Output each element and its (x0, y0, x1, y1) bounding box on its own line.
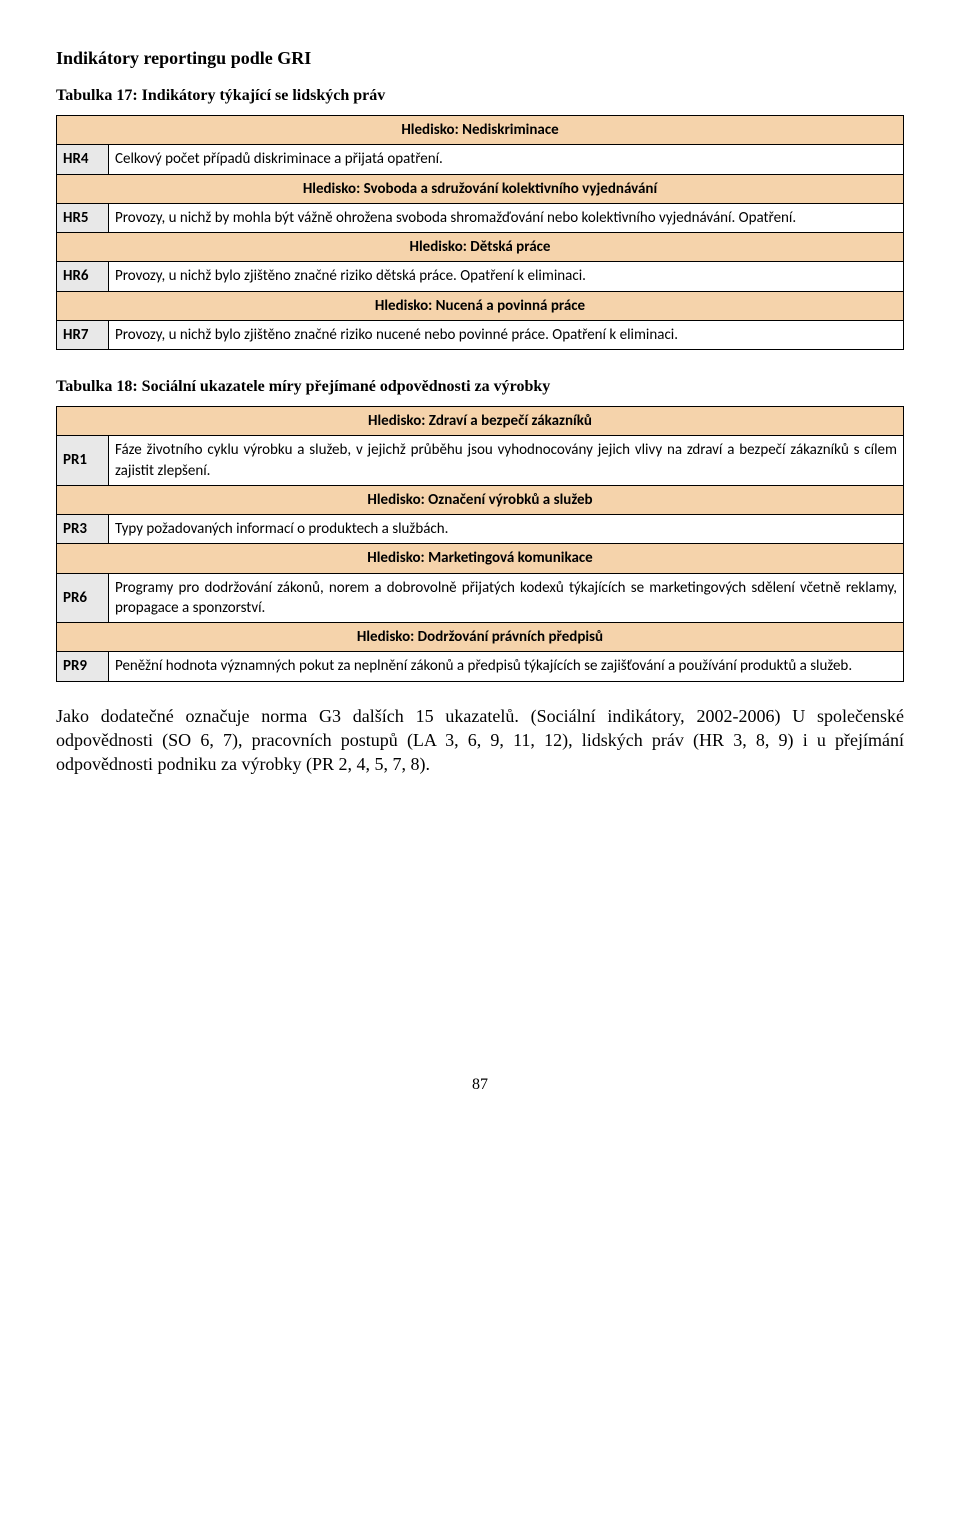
table-header-row: Hledisko: Svoboda a sdružování kolektivn… (57, 174, 904, 203)
table-header-row: Hledisko: Nucená a povinná práce (57, 291, 904, 320)
indicator-code: HR5 (57, 203, 109, 232)
table-header-row: Hledisko: Dětská práce (57, 233, 904, 262)
indicator-text: Provozy, u nichž bylo zjištěno značné ri… (109, 320, 904, 349)
table-header-row: Hledisko: Marketingová komunikace (57, 544, 904, 573)
indicator-text: Typy požadovaných informací o produktech… (109, 515, 904, 544)
table18: Hledisko: Zdraví a bezpečí zákazníkůPR1F… (56, 406, 904, 682)
indicator-text: Fáze životního cyklu výrobku a služeb, v… (109, 436, 904, 486)
indicator-text: Celkový počet případů diskriminace a při… (109, 145, 904, 174)
table-header-row: Hledisko: Dodržování právních předpisů (57, 623, 904, 652)
table-header-row: Hledisko: Označení výrobků a služeb (57, 485, 904, 514)
indicator-code: PR6 (57, 573, 109, 623)
indicator-text: Provozy, u nichž bylo zjištěno značné ri… (109, 262, 904, 291)
indicator-text: Provozy, u nichž by mohla být vážně ohro… (109, 203, 904, 232)
table-header-row: Hledisko: Nediskriminace (57, 116, 904, 145)
indicator-code: PR3 (57, 515, 109, 544)
section-title: Indikátory reportingu podle GRI (56, 48, 904, 69)
indicator-code: HR4 (57, 145, 109, 174)
table-header-row: Hledisko: Zdraví a bezpečí zákazníků (57, 407, 904, 436)
indicator-code: HR7 (57, 320, 109, 349)
table17-caption: Tabulka 17: Indikátory týkající se lidsk… (56, 87, 904, 105)
page-number: 87 (56, 1076, 904, 1094)
table18-caption: Tabulka 18: Sociální ukazatele míry přej… (56, 378, 904, 396)
body-paragraph: Jako dodatečné označuje norma G3 dalších… (56, 704, 904, 777)
indicator-code: HR6 (57, 262, 109, 291)
table17: Hledisko: NediskriminaceHR4Celkový počet… (56, 115, 904, 350)
indicator-text: Programy pro dodržování zákonů, norem a … (109, 573, 904, 623)
indicator-code: PR9 (57, 652, 109, 681)
indicator-text: Peněžní hodnota významných pokut za nepl… (109, 652, 904, 681)
indicator-code: PR1 (57, 436, 109, 486)
